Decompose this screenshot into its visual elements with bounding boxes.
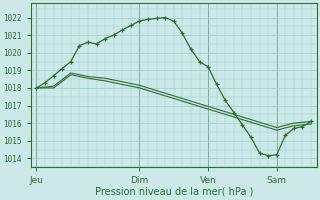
X-axis label: Pression niveau de la mer( hPa ): Pression niveau de la mer( hPa ) — [95, 187, 253, 197]
